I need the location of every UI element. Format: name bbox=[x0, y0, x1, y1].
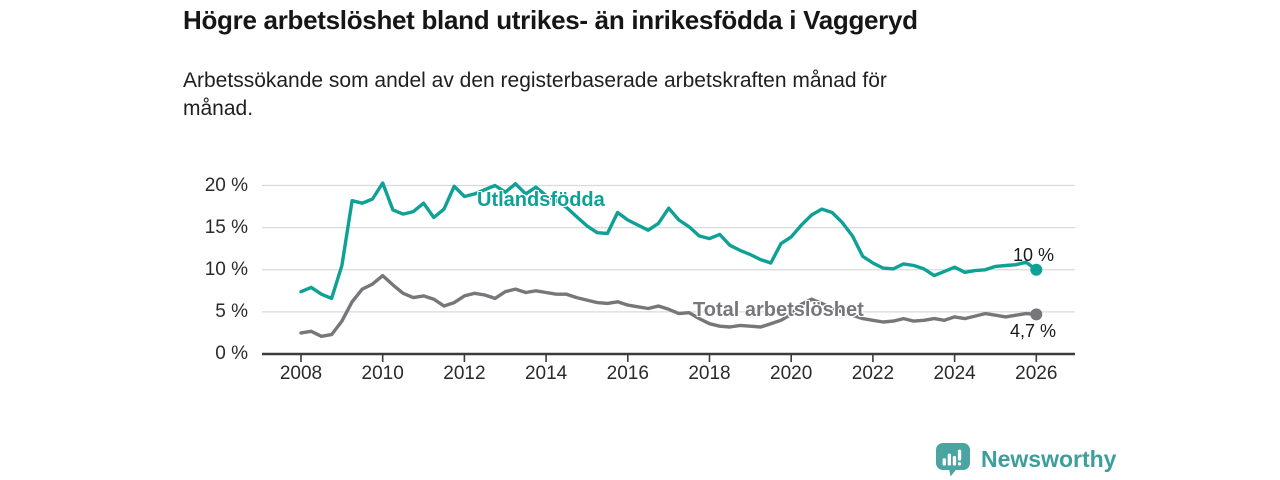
brand-name: Newsworthy bbox=[981, 446, 1117, 472]
x-axis-tick-label: 2016 bbox=[606, 363, 649, 384]
chart-title: Högre arbetslöshet bland utrikes- än inr… bbox=[183, 5, 918, 35]
x-axis-tick-label: 2014 bbox=[524, 363, 568, 384]
bar-chart-speech-bubble-icon bbox=[936, 443, 970, 477]
x-axis-tick-label: 2022 bbox=[851, 363, 895, 384]
x-axis-tick-label: 2026 bbox=[1015, 363, 1058, 384]
end-value-label-utlandsfodda: 10 % bbox=[1013, 245, 1055, 265]
end-value-label-total: 4,7 % bbox=[1010, 321, 1057, 341]
y-axis-tick-label: 5 % bbox=[215, 300, 248, 322]
series-label-utlandsfodda: Utlandsfödda bbox=[477, 189, 605, 211]
y-axis-tick-label: 15 % bbox=[204, 216, 248, 238]
chart-subtitle-line-1: Arbetssökande som andel av den registerb… bbox=[183, 69, 887, 92]
newsworthy-logo[interactable]: Newsworthy bbox=[936, 443, 1116, 477]
y-axis-tick-label: 0 % bbox=[215, 343, 248, 364]
y-axis-tick-label: 10 % bbox=[204, 258, 248, 280]
chart-subtitle-line-2: månad. bbox=[183, 97, 254, 120]
x-axis-tick-label: 2010 bbox=[361, 363, 404, 384]
x-axis-tick-label: 2008 bbox=[279, 363, 323, 384]
x-axis-tick-label: 2012 bbox=[443, 363, 486, 384]
y-axis-tick-label: 20 % bbox=[204, 174, 248, 196]
x-axis-tick-label: 2024 bbox=[933, 363, 976, 384]
x-axis-tick-label: 2018 bbox=[688, 363, 731, 384]
x-axis-tick-label: 2020 bbox=[770, 363, 813, 384]
chart-subtitle: Arbetssökande som andel av den registerb… bbox=[183, 67, 887, 123]
series-label-total-arbetsloshet: Total arbetslöshet bbox=[693, 299, 864, 321]
